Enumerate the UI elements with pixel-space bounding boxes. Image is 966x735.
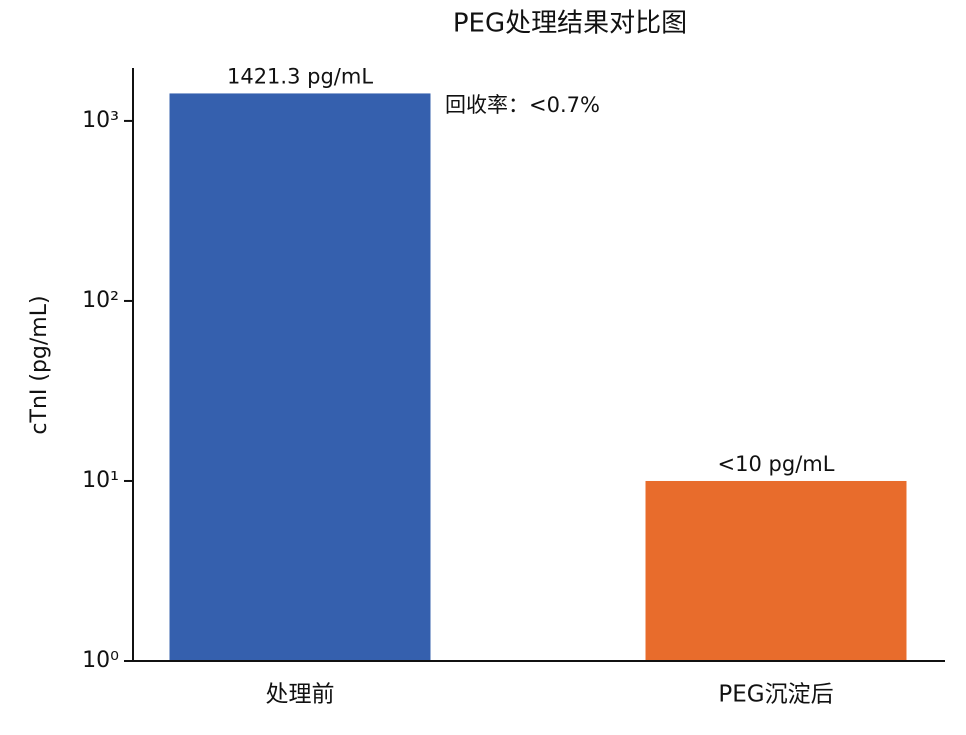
bar [645, 480, 907, 661]
y-tick-label: 10¹ [82, 468, 119, 493]
annotation: 回收率：<0.7% [445, 93, 600, 117]
y-tick-label: 10³ [82, 108, 119, 133]
x-tick-label: PEG沉淀后 [718, 682, 833, 708]
y-tick-label: 10² [82, 288, 119, 313]
bar [169, 93, 431, 661]
value-label: <10 pg/mL [718, 452, 835, 476]
x-tick-label: 处理前 [266, 682, 335, 708]
value-label: 1421.3 pg/mL [227, 64, 373, 88]
y-axis-label: cTnI (pg/mL) [27, 295, 52, 434]
y-tick-label: 10⁰ [82, 648, 119, 673]
chart-title: PEG处理结果对比图 [453, 9, 687, 39]
